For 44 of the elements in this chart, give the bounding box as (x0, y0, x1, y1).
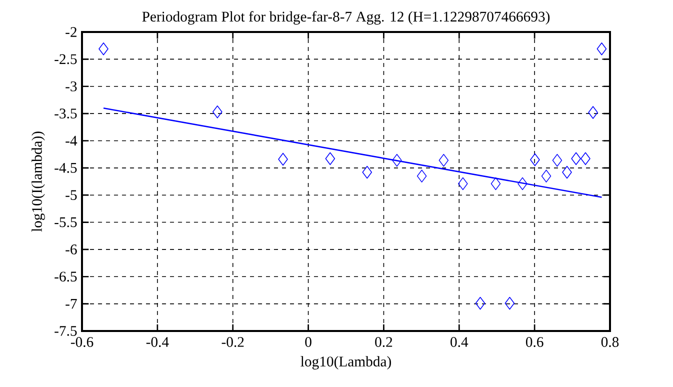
x-tick-label: 0.4 (450, 337, 468, 348)
y-tick-label: -6 (66, 244, 77, 254)
point (325, 152, 336, 166)
x-axis-title: log10(Lambda) (300, 356, 391, 370)
point (278, 152, 288, 166)
point (530, 153, 540, 166)
point (588, 106, 598, 119)
point (392, 154, 402, 167)
y-axis-title: log10(I(lambda)) (32, 132, 45, 232)
point (518, 177, 528, 190)
y-tick-label: -4.5 (54, 163, 77, 173)
y-tick-label: -5 (66, 190, 77, 200)
y-tick-label: -7.5 (54, 326, 77, 336)
y-tick-label: -3.5 (54, 108, 77, 119)
point (490, 177, 501, 190)
x-tick-label: 0.2 (375, 337, 392, 348)
point (596, 42, 607, 56)
point (562, 166, 572, 179)
y-tick-label: -5.5 (54, 217, 77, 228)
x-tick-label: 0.8 (601, 337, 619, 348)
x-tick-label: -0.2 (222, 337, 244, 348)
y-tick-label: -6.5 (54, 272, 77, 282)
x-tick-label: -0.4 (146, 337, 169, 348)
y-tick-label: -4 (66, 136, 78, 146)
chart-title: Periodogram Plot for bridge-far-8-7 Agg. 12 (H=1.12298707466693) (142, 11, 550, 25)
point (212, 106, 222, 118)
y-tick-label: -3 (66, 81, 77, 92)
point (580, 152, 590, 166)
point (475, 296, 486, 310)
point (571, 152, 581, 166)
x-tick-label: 0.6 (526, 337, 544, 348)
y-tick-label: -2 (66, 27, 76, 37)
x-tick-label: -0.6 (70, 337, 94, 348)
y-tick-label: -7 (66, 299, 77, 309)
x-tick-label: 0 (305, 337, 312, 347)
point (438, 154, 449, 167)
point (362, 166, 372, 179)
point (504, 296, 515, 310)
point (541, 170, 552, 182)
point (552, 154, 562, 167)
point (98, 42, 108, 56)
y-tick-label: -2.5 (54, 54, 77, 64)
point (458, 177, 468, 190)
point (416, 170, 427, 182)
